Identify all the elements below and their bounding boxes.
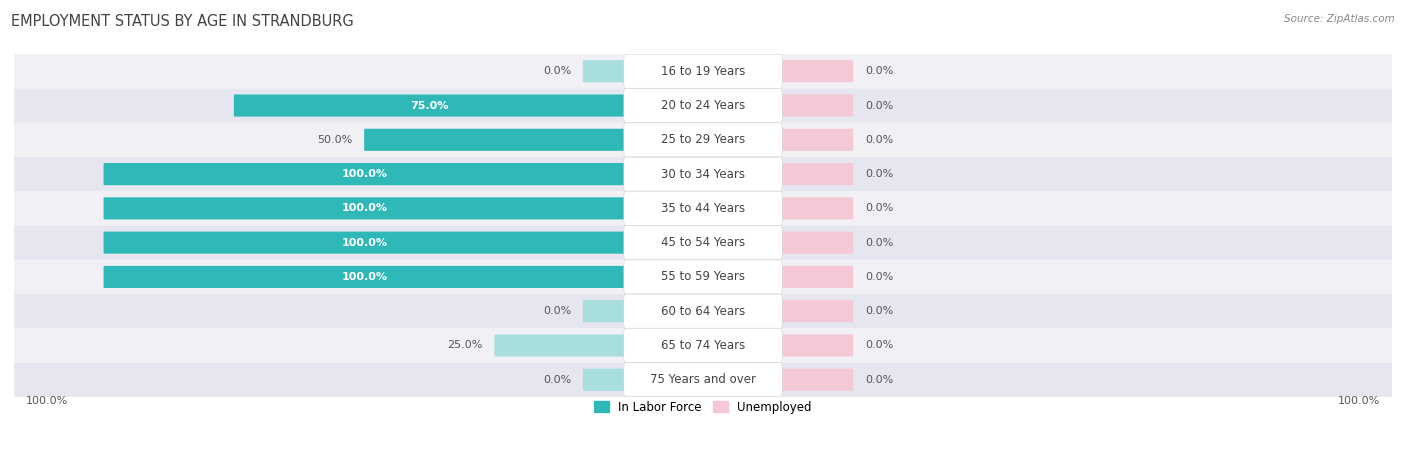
FancyBboxPatch shape: [780, 197, 853, 220]
FancyBboxPatch shape: [14, 328, 1392, 363]
FancyBboxPatch shape: [14, 260, 1392, 294]
Text: 100.0%: 100.0%: [342, 169, 388, 179]
Text: 100.0%: 100.0%: [27, 396, 69, 406]
Text: 35 to 44 Years: 35 to 44 Years: [661, 202, 745, 215]
FancyBboxPatch shape: [780, 300, 853, 322]
FancyBboxPatch shape: [104, 197, 626, 220]
Text: 65 to 74 Years: 65 to 74 Years: [661, 339, 745, 352]
FancyBboxPatch shape: [14, 157, 1392, 191]
FancyBboxPatch shape: [780, 163, 853, 185]
FancyBboxPatch shape: [104, 231, 626, 254]
Text: 45 to 54 Years: 45 to 54 Years: [661, 236, 745, 249]
Text: 0.0%: 0.0%: [865, 135, 893, 145]
Text: 75 Years and over: 75 Years and over: [650, 373, 756, 386]
FancyBboxPatch shape: [624, 191, 782, 226]
Text: 100.0%: 100.0%: [1337, 396, 1379, 406]
FancyBboxPatch shape: [780, 334, 853, 357]
Text: 0.0%: 0.0%: [865, 238, 893, 248]
FancyBboxPatch shape: [233, 94, 626, 117]
Text: 0.0%: 0.0%: [865, 272, 893, 282]
Text: 0.0%: 0.0%: [543, 306, 571, 316]
FancyBboxPatch shape: [14, 54, 1392, 88]
FancyBboxPatch shape: [495, 334, 626, 357]
Text: 0.0%: 0.0%: [543, 66, 571, 76]
Text: 55 to 59 Years: 55 to 59 Years: [661, 271, 745, 283]
FancyBboxPatch shape: [624, 54, 782, 88]
FancyBboxPatch shape: [624, 260, 782, 294]
Legend: In Labor Force, Unemployed: In Labor Force, Unemployed: [589, 396, 817, 419]
Text: 20 to 24 Years: 20 to 24 Years: [661, 99, 745, 112]
Text: 75.0%: 75.0%: [411, 101, 449, 110]
FancyBboxPatch shape: [780, 368, 853, 391]
Text: 0.0%: 0.0%: [865, 169, 893, 179]
Text: 0.0%: 0.0%: [865, 306, 893, 316]
FancyBboxPatch shape: [14, 191, 1392, 226]
FancyBboxPatch shape: [624, 363, 782, 397]
FancyBboxPatch shape: [14, 123, 1392, 157]
Text: 0.0%: 0.0%: [543, 375, 571, 385]
FancyBboxPatch shape: [583, 300, 626, 322]
Text: 16 to 19 Years: 16 to 19 Years: [661, 65, 745, 78]
Text: EMPLOYMENT STATUS BY AGE IN STRANDBURG: EMPLOYMENT STATUS BY AGE IN STRANDBURG: [11, 14, 354, 28]
Text: 100.0%: 100.0%: [342, 272, 388, 282]
FancyBboxPatch shape: [14, 363, 1392, 397]
FancyBboxPatch shape: [14, 88, 1392, 123]
FancyBboxPatch shape: [14, 226, 1392, 260]
FancyBboxPatch shape: [583, 368, 626, 391]
Text: 50.0%: 50.0%: [318, 135, 353, 145]
FancyBboxPatch shape: [624, 294, 782, 328]
FancyBboxPatch shape: [780, 129, 853, 151]
Text: 60 to 64 Years: 60 to 64 Years: [661, 305, 745, 318]
FancyBboxPatch shape: [780, 60, 853, 83]
FancyBboxPatch shape: [14, 294, 1392, 328]
Text: Source: ZipAtlas.com: Source: ZipAtlas.com: [1284, 14, 1395, 23]
FancyBboxPatch shape: [780, 94, 853, 117]
Text: 0.0%: 0.0%: [865, 66, 893, 76]
Text: 0.0%: 0.0%: [865, 101, 893, 110]
FancyBboxPatch shape: [104, 163, 626, 185]
FancyBboxPatch shape: [583, 60, 626, 83]
FancyBboxPatch shape: [780, 231, 853, 254]
FancyBboxPatch shape: [624, 88, 782, 123]
Text: 0.0%: 0.0%: [865, 203, 893, 213]
FancyBboxPatch shape: [104, 266, 626, 288]
Text: 100.0%: 100.0%: [342, 203, 388, 213]
Text: 0.0%: 0.0%: [865, 341, 893, 350]
Text: 25 to 29 Years: 25 to 29 Years: [661, 133, 745, 146]
Text: 30 to 34 Years: 30 to 34 Years: [661, 168, 745, 180]
FancyBboxPatch shape: [364, 129, 626, 151]
Text: 25.0%: 25.0%: [447, 341, 482, 350]
FancyBboxPatch shape: [624, 157, 782, 191]
Text: 0.0%: 0.0%: [865, 375, 893, 385]
FancyBboxPatch shape: [624, 226, 782, 260]
Text: 100.0%: 100.0%: [342, 238, 388, 248]
FancyBboxPatch shape: [780, 266, 853, 288]
FancyBboxPatch shape: [624, 123, 782, 157]
FancyBboxPatch shape: [624, 328, 782, 363]
